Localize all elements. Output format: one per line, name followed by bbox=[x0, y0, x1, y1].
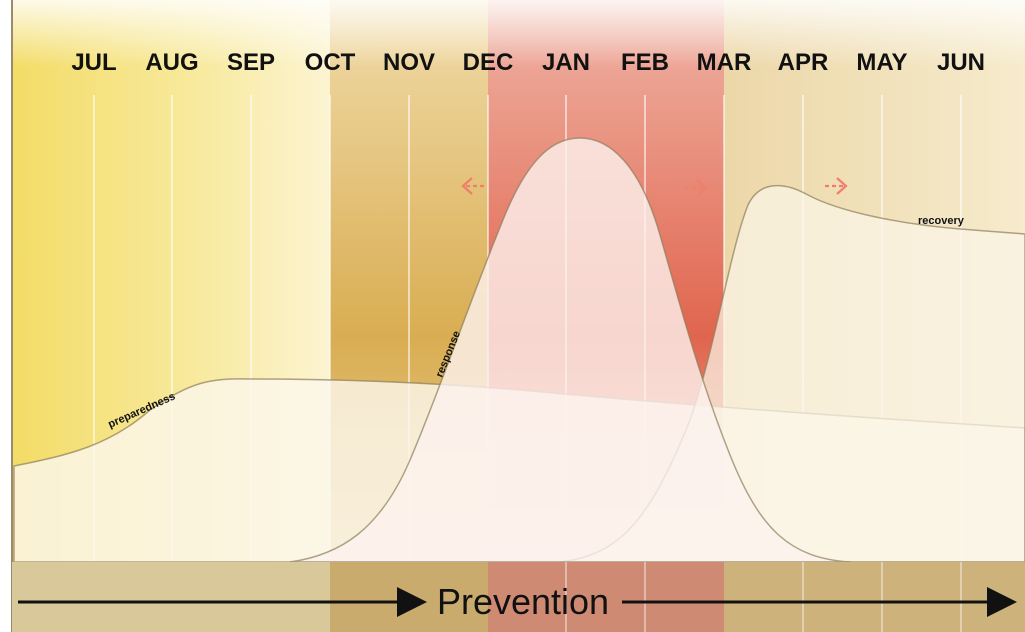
month-label: DEC bbox=[463, 49, 514, 76]
prevention-label: Prevention bbox=[437, 581, 609, 622]
month-label: MAR bbox=[697, 49, 752, 76]
month-label: MAY bbox=[856, 49, 907, 76]
prevention-band: Prevention bbox=[12, 562, 1025, 632]
response-curve bbox=[289, 137, 851, 563]
arrow-right-icon bbox=[825, 177, 848, 195]
month-labels: JUL AUG SEP OCT NOV DEC JAN FEB MAR APR … bbox=[71, 49, 985, 76]
month-label: JAN bbox=[542, 49, 590, 76]
arrow-right-icon bbox=[685, 179, 708, 197]
recovery-label: recovery bbox=[918, 215, 965, 227]
month-label: JUL bbox=[71, 49, 116, 76]
direction-arrows bbox=[461, 177, 848, 197]
month-label: NOV bbox=[383, 49, 435, 76]
arrow-left-icon bbox=[461, 177, 484, 195]
month-label: FEB bbox=[621, 49, 669, 76]
month-label: JUN bbox=[937, 49, 985, 76]
month-label: AUG bbox=[145, 49, 198, 76]
month-label: OCT bbox=[305, 49, 356, 76]
month-label: APR bbox=[778, 49, 829, 76]
month-label: SEP bbox=[227, 49, 275, 76]
